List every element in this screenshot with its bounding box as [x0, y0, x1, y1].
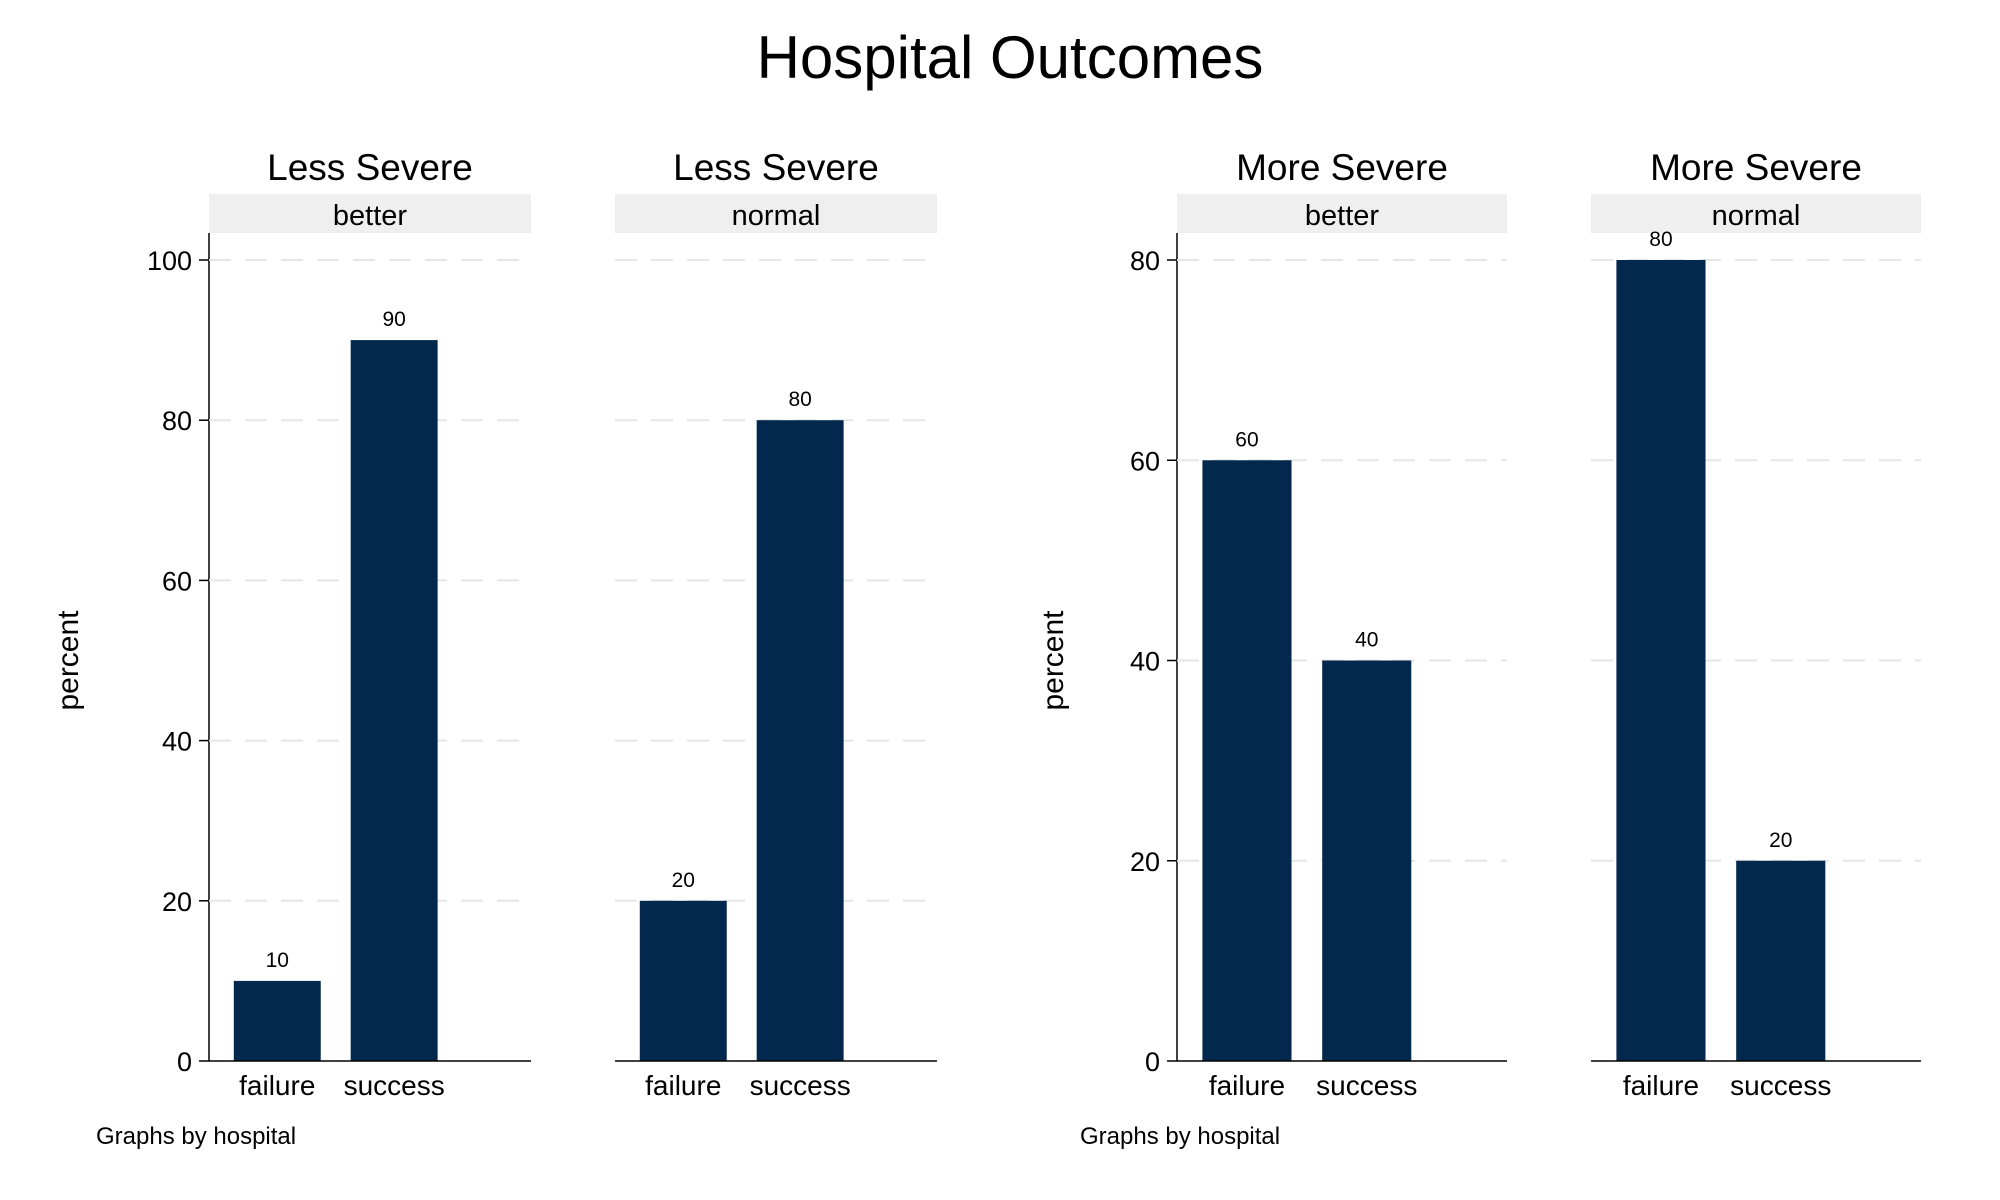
y-tick-label: 60	[1130, 446, 1160, 476]
y-tick-label: 80	[1130, 246, 1160, 276]
bar-failure	[233, 980, 321, 1061]
y-tick-label: 100	[147, 246, 192, 276]
x-tick-label: failure	[645, 1070, 721, 1101]
panel-strip-label: better	[1305, 200, 1379, 232]
y-axis-title: percent	[1037, 610, 1070, 711]
panel-strip	[615, 194, 937, 233]
bar-value-label: 90	[382, 308, 405, 331]
x-tick-label: success	[1316, 1070, 1417, 1101]
y-axis-title: percent	[52, 610, 85, 711]
bar-value-label: 80	[1649, 228, 1672, 251]
panel-strip-label: better	[333, 200, 407, 232]
bar-success	[756, 420, 844, 1061]
bar-failure	[1202, 460, 1292, 1061]
panel-header: More Severe	[1650, 147, 1862, 188]
panel-1-1: Less Severe better 10 failure 90 success	[209, 147, 531, 1101]
panel-header: Less Severe	[267, 147, 473, 188]
panel-strip	[1177, 194, 1507, 233]
x-tick-label: failure	[239, 1070, 315, 1101]
x-tick-label: failure	[1623, 1070, 1699, 1101]
bar-success	[350, 340, 438, 1062]
bar-failure	[1616, 260, 1706, 1061]
y-tick-label: 0	[1145, 1047, 1160, 1077]
panel-1-2: Less Severe normal 20 failure 80 success	[615, 147, 937, 1101]
bar-value-label: 80	[788, 388, 811, 411]
x-tick-label: failure	[1209, 1070, 1285, 1101]
bar-success	[1736, 860, 1826, 1061]
y-tick-label: 20	[1130, 847, 1160, 877]
chart-2: percent 0 20 40 60 80 More Severe better 60 failu…	[1037, 147, 1921, 1150]
bar-failure	[639, 900, 727, 1061]
panel-2-1: More Severe better 60 failure 40 success	[1177, 147, 1507, 1101]
panel-2-2: More Severe normal 80 failure 20 success	[1591, 147, 1921, 1101]
panel-strip	[1591, 194, 1921, 233]
bar-value-label: 20	[1769, 829, 1792, 852]
y-tick-label: 40	[162, 727, 192, 757]
bar-value-label: 20	[672, 869, 695, 892]
panel-header: Less Severe	[673, 147, 879, 188]
figure-title: Hospital Outcomes	[757, 24, 1264, 91]
bar-value-label: 60	[1235, 428, 1258, 451]
panel-strip	[209, 194, 531, 233]
chart-note: Graphs by hospital	[1080, 1123, 1280, 1150]
y-tick-label: 40	[1130, 647, 1160, 677]
panel-header: More Severe	[1236, 147, 1448, 188]
y-tick-label: 80	[162, 406, 192, 436]
chart-1: percent 0 20 40 60 80 100 Less Severe better 10 fa…	[52, 147, 937, 1150]
bar-value-label: 40	[1355, 629, 1378, 652]
panel-strip-label: normal	[1712, 200, 1801, 232]
chart-note: Graphs by hospital	[96, 1123, 296, 1150]
x-tick-label: success	[1730, 1070, 1831, 1101]
y-tick-label: 20	[162, 887, 192, 917]
y-tick-label: 0	[177, 1047, 192, 1077]
x-tick-label: success	[750, 1070, 851, 1101]
bar-success	[1322, 660, 1412, 1061]
chart-area: percent 0 20 40 60 80 100 Less Severe better 10 fa…	[52, 147, 1921, 1150]
bar-value-label: 10	[266, 949, 289, 972]
panel-strip-label: normal	[732, 200, 821, 232]
x-tick-label: success	[344, 1070, 445, 1101]
y-tick-label: 60	[162, 566, 192, 596]
